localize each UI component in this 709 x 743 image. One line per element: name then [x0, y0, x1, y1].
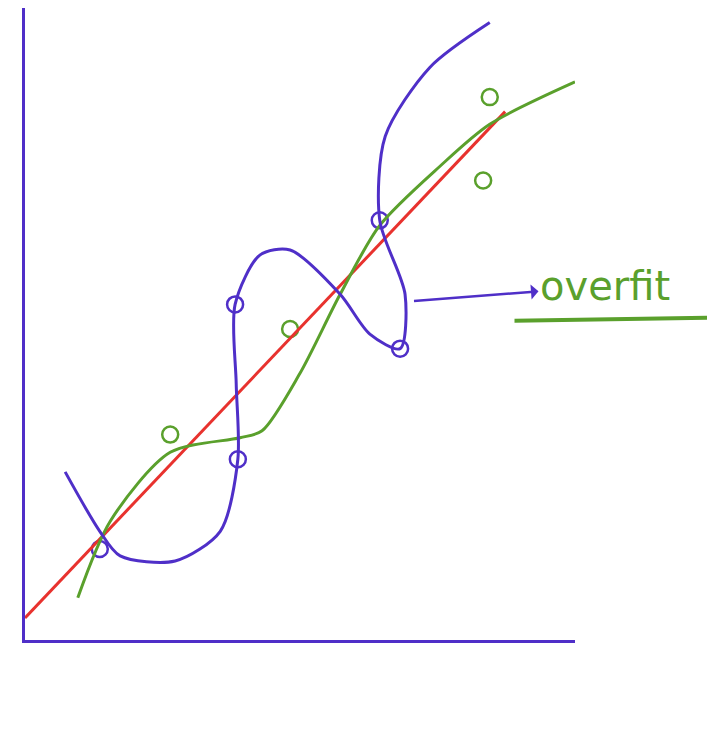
svg-text:overfit: overfit: [540, 263, 670, 309]
